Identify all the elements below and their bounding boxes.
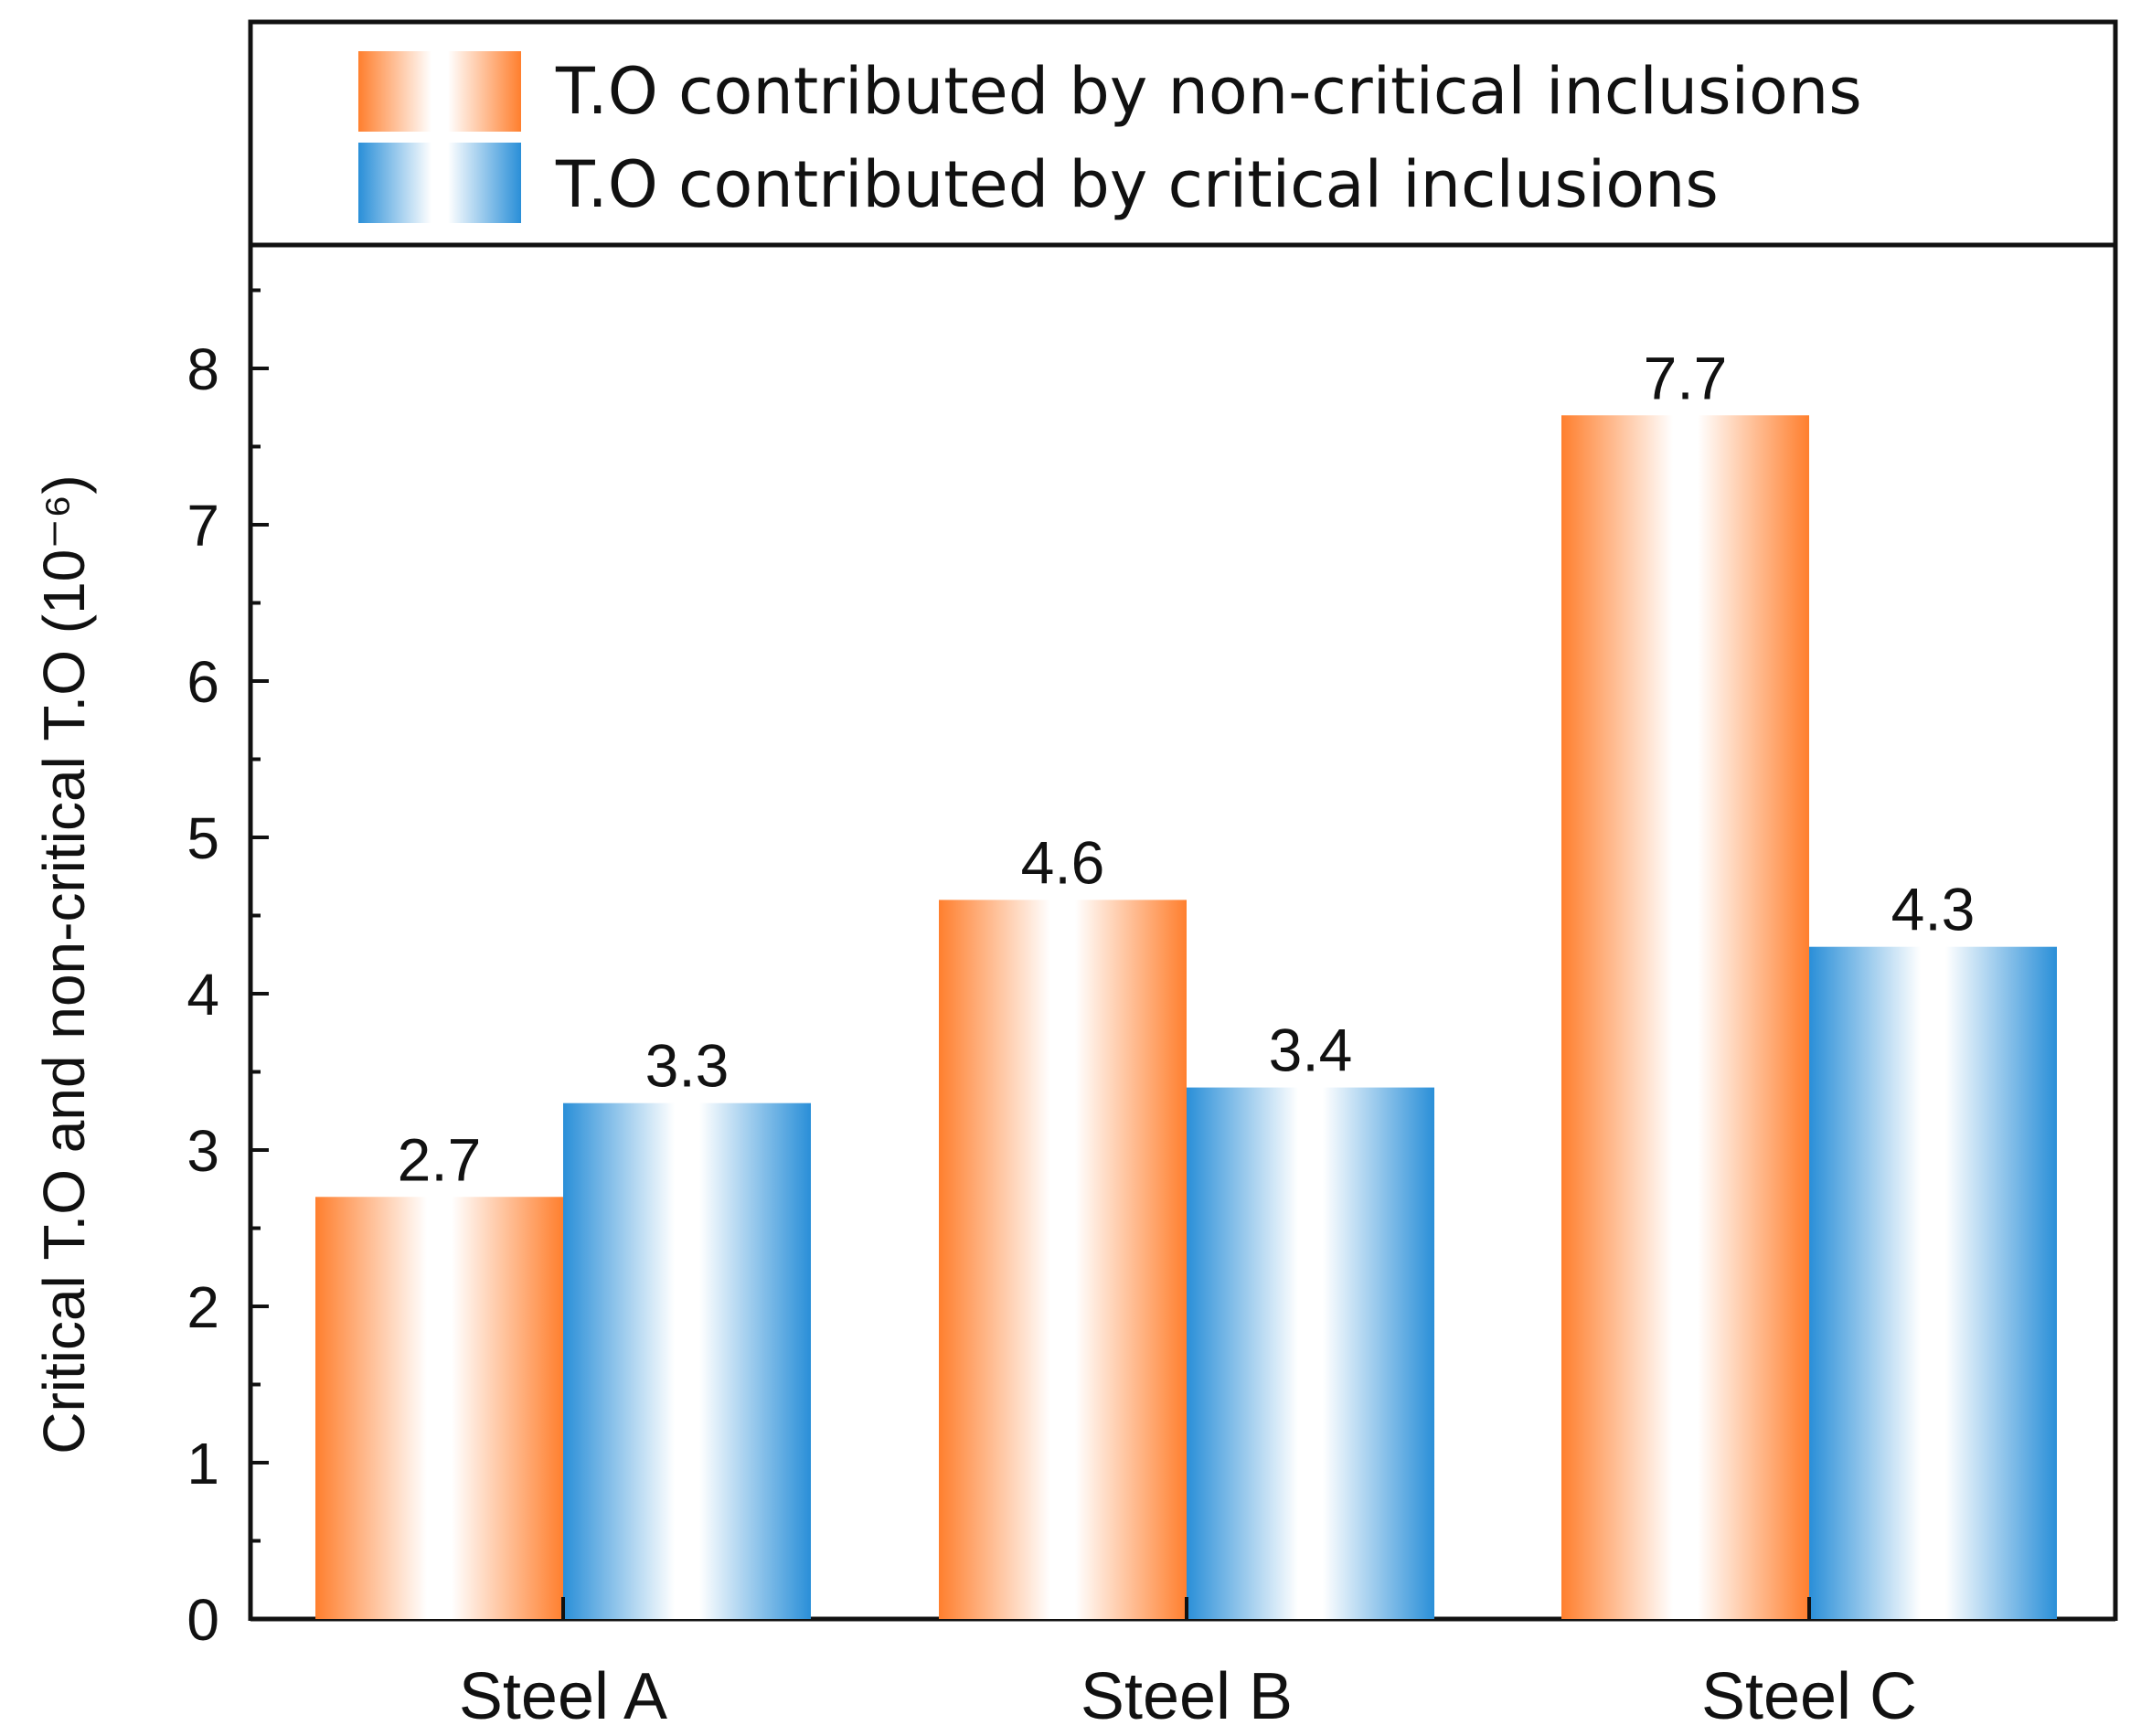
value-label: 7.7	[1644, 344, 1728, 411]
y-tick-label: 2	[186, 1274, 219, 1340]
value-label: 3.3	[645, 1032, 730, 1100]
y-tick-label: 3	[186, 1118, 219, 1184]
y-tick-label: 8	[186, 336, 219, 402]
legend-swatch-non-critical	[358, 51, 521, 132]
legend-label-non-critical: T.O contributed by non-critical inclusio…	[555, 54, 1862, 129]
y-tick-label: 6	[186, 649, 219, 715]
x-tick-label: Steel C	[1701, 1660, 1917, 1733]
bar-critical-steel-c	[1809, 946, 2057, 1619]
bar-non-critical-steel-a	[315, 1197, 563, 1619]
y-tick-label: 7	[186, 493, 219, 559]
value-label: 4.6	[1021, 828, 1105, 896]
y-tick-label: 0	[186, 1587, 219, 1653]
bars	[315, 415, 2057, 1619]
bar-non-critical-steel-b	[939, 900, 1187, 1619]
y-tick-label: 4	[186, 962, 219, 1028]
y-axis-title: Critical T.O and non-critical T.O (10⁻⁶)	[31, 474, 97, 1454]
bar-critical-steel-b	[1187, 1087, 1434, 1619]
legend-swatch-critical	[358, 143, 521, 223]
x-tick-label: Steel B	[1081, 1660, 1293, 1733]
y-axis: 0 1 2 3 4 5 6 7 8	[186, 288, 269, 1653]
value-label: 2.7	[398, 1125, 482, 1193]
y-tick-label: 1	[186, 1431, 219, 1496]
value-label: 3.4	[1269, 1017, 1353, 1084]
legend-label-critical: T.O contributed by critical inclusions	[555, 147, 1719, 222]
y-tick-label: 5	[186, 805, 219, 871]
legend-frame	[248, 19, 2118, 248]
bar-non-critical-steel-c	[1561, 415, 1809, 1619]
value-labels: 2.7 3.3 4.6 3.4 7.7 4.3	[398, 344, 1976, 1193]
bar-critical-steel-a	[563, 1102, 811, 1619]
legend: T.O contributed by non-critical inclusio…	[248, 19, 2118, 248]
x-axis: Steel A Steel B Steel C	[459, 1597, 1917, 1733]
value-label: 4.3	[1891, 876, 1976, 943]
x-tick-label: Steel A	[459, 1660, 667, 1733]
